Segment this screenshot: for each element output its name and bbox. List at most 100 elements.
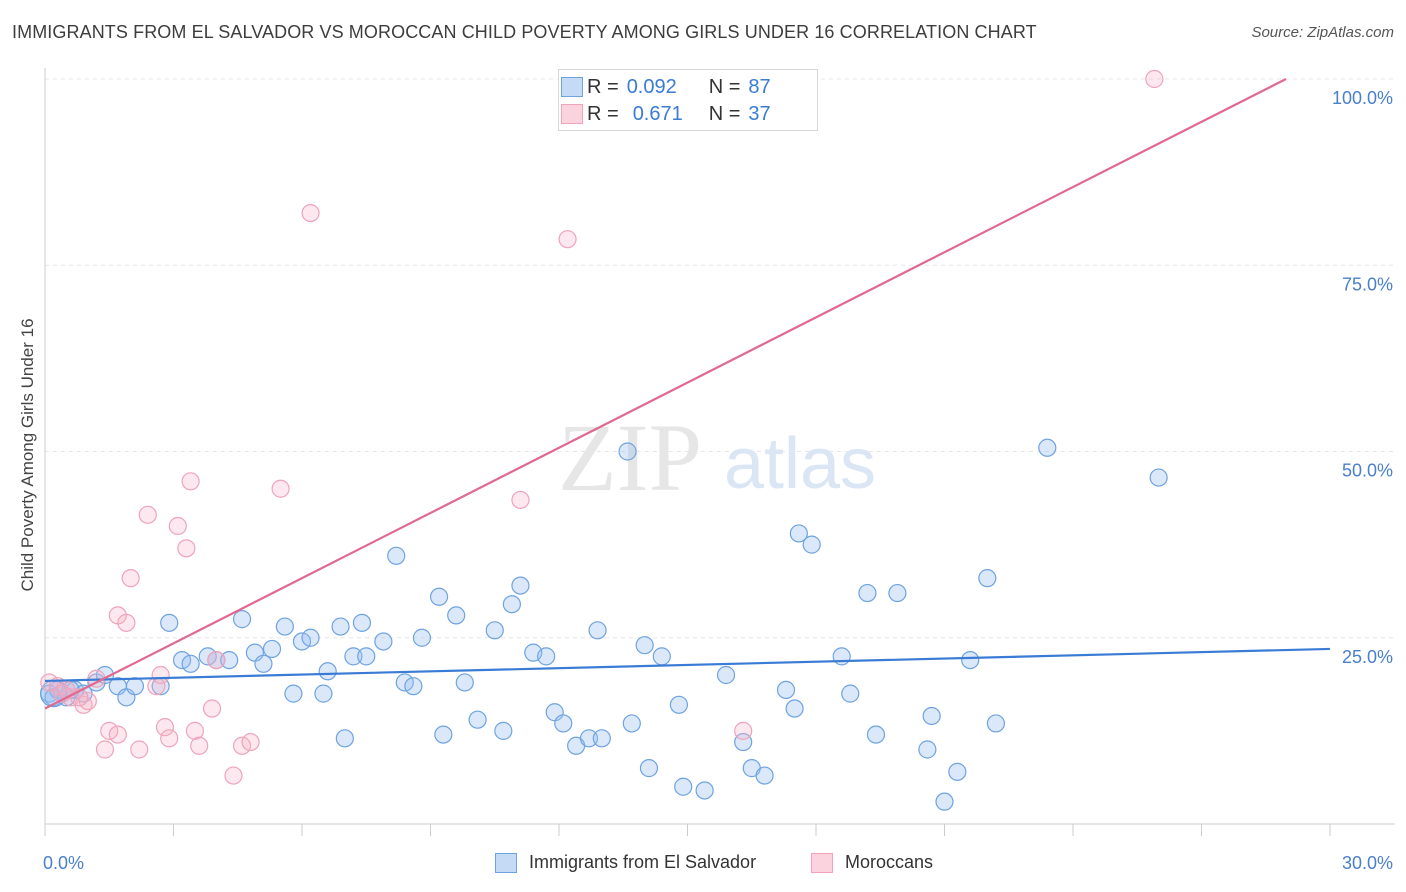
data-point-el-salvador <box>961 650 980 670</box>
legend-swatch-blue <box>495 852 517 873</box>
data-point-moroccans <box>155 718 175 737</box>
data-point-el-salvador <box>776 680 796 700</box>
data-point-el-salvador <box>494 721 513 740</box>
series-moroccans-points <box>40 69 1164 785</box>
data-point-el-salvador <box>537 647 556 666</box>
data-point-moroccans <box>185 721 205 740</box>
data-point-el-salvador <box>404 677 423 696</box>
data-point-el-salvador <box>785 699 804 718</box>
data-point-el-salvador <box>434 725 453 744</box>
data-point-moroccans <box>130 740 149 759</box>
data-point-el-salvador <box>335 729 354 748</box>
data-point-el-salvador <box>978 569 997 588</box>
data-point-moroccans <box>108 725 127 744</box>
y-tick-label: 100.0% <box>1332 88 1393 108</box>
data-point-moroccans <box>207 650 226 670</box>
tick-labels: 25.0% 50.0% 75.0% 100.0% 0.0% 30.0% <box>43 88 1393 873</box>
data-point-el-salvador <box>635 636 654 655</box>
data-point-el-salvador <box>352 613 372 632</box>
data-point-el-salvador <box>674 777 693 796</box>
data-point-el-salvador <box>314 684 333 703</box>
data-point-el-salvador <box>592 729 611 748</box>
data-point-el-salvador <box>695 781 714 800</box>
data-point-el-salvador <box>802 535 821 554</box>
legend-swatch-pink <box>811 852 833 873</box>
data-point-el-salvador <box>918 740 937 759</box>
data-point-moroccans <box>558 230 577 249</box>
data-point-el-salvador <box>387 546 406 565</box>
legend-row-moroccans: R = 0.671 N = 37 <box>561 101 771 127</box>
trend-line-el-salvador <box>44 647 1331 683</box>
y-tick-label: 50.0% <box>1342 461 1393 481</box>
data-point-el-salvador <box>622 714 641 733</box>
watermark-zip: ZIP <box>558 404 702 511</box>
trend-lines <box>44 78 1331 710</box>
data-point-moroccans <box>301 204 320 223</box>
data-point-el-salvador <box>669 695 689 714</box>
data-point-moroccans <box>117 613 136 632</box>
data-point-el-salvador <box>284 684 303 703</box>
data-point-el-salvador <box>866 725 886 744</box>
data-point-moroccans <box>168 516 187 536</box>
watermark-atlas: atlas <box>724 424 876 504</box>
gridlines <box>45 78 1395 639</box>
r-value: 0.092 <box>626 75 677 98</box>
data-point-el-salvador <box>858 583 877 603</box>
data-point-el-salvador <box>374 632 393 651</box>
data-point-el-salvador <box>841 684 860 703</box>
data-point-el-salvador <box>344 647 363 666</box>
r-value: 0.671 <box>632 102 683 125</box>
r-label: R = <box>587 102 619 125</box>
data-point-el-salvador <box>331 617 350 636</box>
data-point-el-salvador <box>220 650 239 670</box>
data-point-moroccans <box>177 539 196 558</box>
data-point-el-salvador <box>502 595 521 614</box>
data-point-el-salvador <box>789 524 808 543</box>
legend-item-el-salvador: Immigrants from El Salvador <box>495 852 756 873</box>
data-point-el-salvador <box>262 639 282 659</box>
legend-swatch-pink <box>561 104 583 124</box>
data-point-el-salvador <box>1038 438 1057 457</box>
data-point-el-salvador <box>588 621 607 640</box>
x-tick-label: 0.0% <box>43 853 84 873</box>
r-label: R = <box>587 75 619 98</box>
n-label: N = <box>708 102 741 125</box>
legend-row-el-salvador: R = 0.092 N = 87 <box>561 74 771 100</box>
data-point-el-salvador <box>618 442 637 461</box>
data-point-el-salvador <box>254 654 273 673</box>
data-point-el-salvador <box>1149 468 1168 487</box>
correlation-legend: R = 0.092 N = 87 R = 0.671 N = 37 <box>558 69 818 131</box>
y-tick-label: 75.0% <box>1342 274 1393 294</box>
legend-label: Moroccans <box>845 852 934 872</box>
data-point-el-salvador <box>935 792 954 811</box>
data-point-el-salvador <box>755 766 774 785</box>
data-point-moroccans <box>181 472 200 491</box>
data-point-el-salvador <box>447 606 466 625</box>
watermark: ZIP atlas <box>558 404 876 511</box>
data-point-el-salvador <box>275 617 294 636</box>
data-point-el-salvador <box>232 610 252 629</box>
legend-label: Immigrants from El Salvador <box>529 852 757 872</box>
n-label: N = <box>708 75 741 98</box>
data-point-el-salvador <box>412 628 432 647</box>
data-point-el-salvador <box>579 729 599 748</box>
data-point-el-salvador <box>716 665 736 685</box>
trend-line-moroccans <box>44 78 1287 710</box>
data-point-el-salvador <box>455 673 474 692</box>
legend-item-moroccans: Moroccans <box>811 852 933 873</box>
data-point-el-salvador <box>554 714 573 733</box>
data-point-el-salvador <box>948 762 967 781</box>
x-tick-label: 30.0% <box>1342 853 1393 873</box>
data-point-el-salvador <box>485 621 504 640</box>
data-point-moroccans <box>202 699 222 718</box>
data-point-el-salvador <box>468 710 487 729</box>
source-label: Source: ZipAtlas.com <box>1251 24 1394 41</box>
y-tick-label: 25.0% <box>1342 647 1393 667</box>
data-point-el-salvador <box>125 677 145 696</box>
data-point-el-salvador <box>652 647 671 666</box>
data-point-el-salvador <box>181 654 200 673</box>
data-point-moroccans <box>95 740 115 759</box>
data-point-el-salvador <box>639 759 659 778</box>
data-point-el-salvador <box>888 583 907 603</box>
